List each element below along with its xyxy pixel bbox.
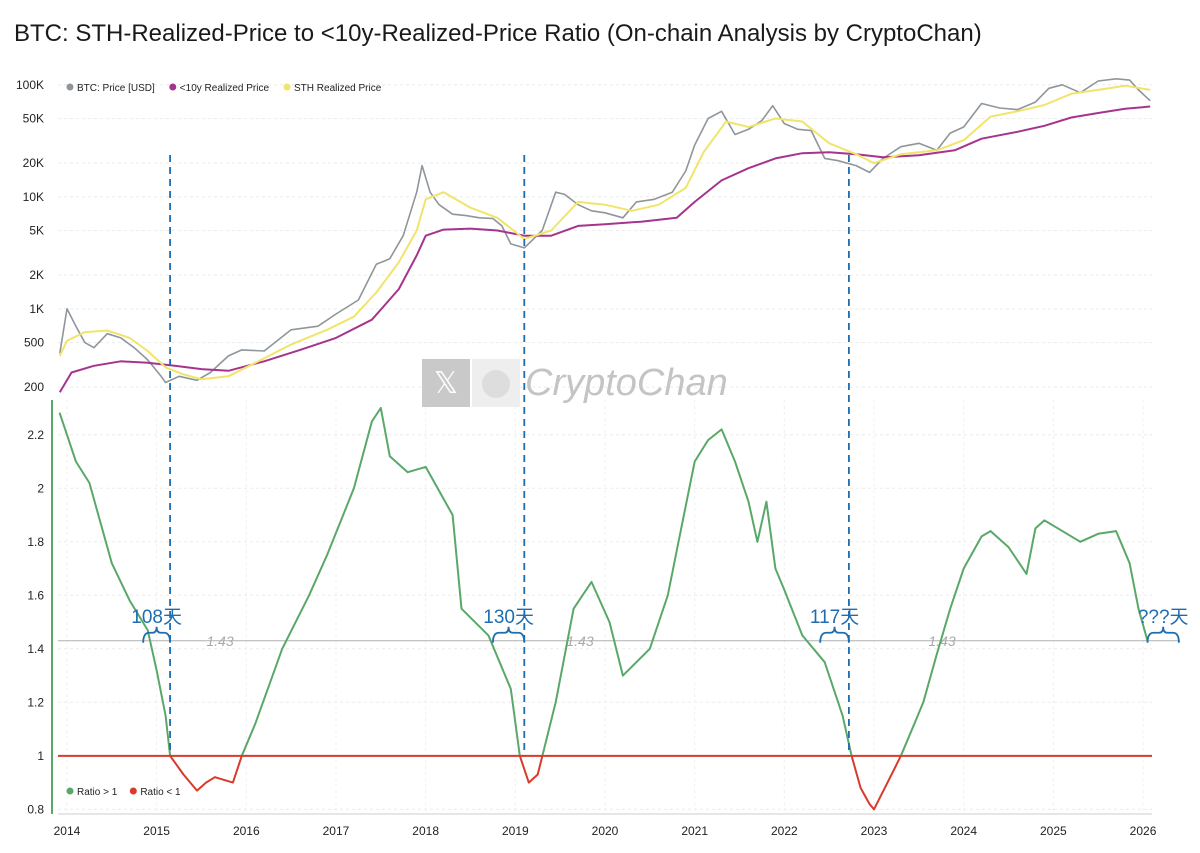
top-ytick-label: 5K xyxy=(29,224,44,238)
top-grid xyxy=(58,84,1152,388)
legend-label-price: BTC: Price [USD] xyxy=(77,83,155,94)
top-ytick-label: 10K xyxy=(23,190,44,204)
ref-line-label: 1.43 xyxy=(928,633,955,649)
bottom-grid xyxy=(58,400,1152,812)
bottom-ytick-label: 1.4 xyxy=(27,642,44,656)
top-ytick-label: 50K xyxy=(23,111,44,125)
top-ytick-label: 500 xyxy=(24,336,44,350)
ref-line-label: 1.43 xyxy=(566,633,593,649)
legend-label-realized10y: <10y Realized Price xyxy=(180,83,270,94)
watermark-text: CryptoChan xyxy=(525,362,728,404)
xtick-label: 2016 xyxy=(233,824,260,838)
xtick-label: 2015 xyxy=(143,824,170,838)
bottom-ytick-label: 2 xyxy=(37,481,44,495)
page-title: BTC: STH-Realized-Price to <10y-Realized… xyxy=(14,20,982,47)
legend-marker-ratio_down xyxy=(129,787,137,795)
bottom-series: 1.43 1.43 1.43 xyxy=(58,407,1180,811)
annotation-label: ???天 xyxy=(1138,607,1189,628)
legend-marker-price xyxy=(66,83,74,91)
avatar-icon-face xyxy=(482,370,510,398)
series-line-realized10y xyxy=(58,105,1151,393)
annotations: 108天 130天 117天 ???天 xyxy=(131,155,1189,756)
top-ytick-label: 20K xyxy=(23,156,44,170)
annotation-label: 117天 xyxy=(810,607,859,628)
xtick-label: 2019 xyxy=(502,824,529,838)
xtick-label: 2025 xyxy=(1040,824,1067,838)
ref-line-label: 1.43 xyxy=(206,633,233,649)
bottom-ytick-label: 1.2 xyxy=(27,695,44,709)
top-ytick-label: 2K xyxy=(29,268,44,282)
axes: 200 500 1K 2K 5K 10K 20K 50K 100K 0.8 1 1.2 1.4 1.6 1.… xyxy=(16,78,1157,838)
legend-marker-ratio_up xyxy=(66,787,74,795)
x-logo-icon-glyph: 𝕏 xyxy=(434,367,458,400)
xtick-label: 2020 xyxy=(592,824,619,838)
xtick-label: 2024 xyxy=(950,824,977,838)
watermark: 𝕏 CryptoChan xyxy=(422,359,728,407)
annotation-label: 108天 xyxy=(131,607,182,628)
legend-marker-sth xyxy=(283,83,291,91)
xtick-label: 2026 xyxy=(1130,824,1157,838)
xtick-label: 2022 xyxy=(771,824,798,838)
legend-label-ratio_down: Ratio < 1 xyxy=(140,787,181,798)
bottom-ytick-label: 1.6 xyxy=(27,588,44,602)
legend-label-ratio_up: Ratio > 1 xyxy=(77,787,118,798)
legends: BTC: Price [USD] <10y Realized Price STH R… xyxy=(66,83,382,798)
bottom-ytick-label: 1 xyxy=(37,749,44,763)
annotation-label: 130天 xyxy=(483,607,534,628)
xtick-label: 2021 xyxy=(681,824,708,838)
legend-label-sth: STH Realized Price xyxy=(294,83,382,94)
top-series xyxy=(58,78,1151,393)
series-line-sth xyxy=(58,84,1151,381)
xtick-label: 2023 xyxy=(861,824,888,838)
top-ytick-label: 1K xyxy=(29,302,44,316)
series-line-ratio-up xyxy=(58,407,1149,757)
xtick-label: 2014 xyxy=(54,824,81,838)
bottom-ytick-label: 2.2 xyxy=(27,428,44,442)
series-line-price xyxy=(59,78,1151,384)
bottom-ytick-label: 0.8 xyxy=(27,802,44,816)
top-ytick-label: 100K xyxy=(16,78,44,92)
bottom-ytick-label: 1.8 xyxy=(27,535,44,549)
x-logo-icon xyxy=(422,359,470,407)
top-ytick-label: 200 xyxy=(24,380,44,394)
xtick-label: 2017 xyxy=(323,824,350,838)
series-line-ratio-down xyxy=(169,754,902,811)
legend-marker-realized10y xyxy=(169,83,177,91)
xtick-label: 2018 xyxy=(412,824,439,838)
